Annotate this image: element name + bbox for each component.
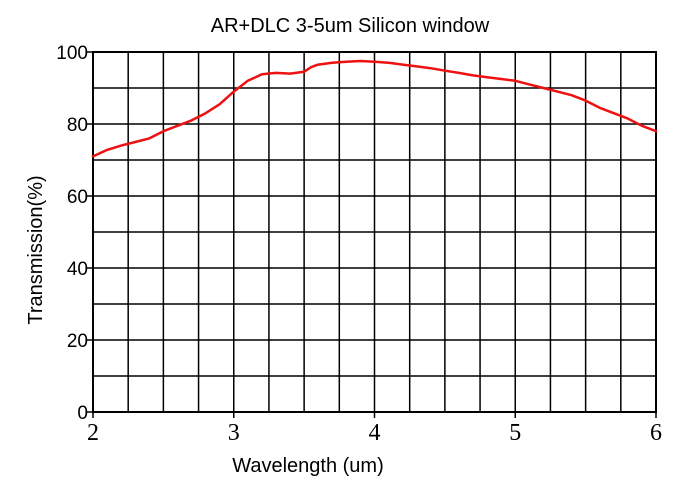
y-tick-label: 60 [67,187,88,208]
y-axis-label: Transmission(%) [25,175,47,324]
y-tick-label: 40 [67,259,88,280]
x-tick-labels: 2 3 4 5 6 [87,412,662,446]
y-tick-label: 100 [56,43,88,64]
chart-title: AR+DLC 3-5um Silicon window [211,15,490,37]
x-tick-label: 3 [228,420,240,446]
x-tick-label: 4 [369,420,381,446]
y-tick-label: 20 [67,331,88,352]
x-tick-label: 5 [509,420,521,446]
series-line-transmission [91,59,658,158]
y-tick-label: 0 [77,403,88,424]
grid [93,52,656,412]
x-tick-label: 6 [650,420,662,446]
x-tick-label: 2 [87,420,99,446]
y-tick-labels: 0 20 40 60 80 100 [56,43,93,424]
x-axis-label: Wavelength (um) [232,455,384,477]
y-tick-label: 80 [67,115,88,136]
